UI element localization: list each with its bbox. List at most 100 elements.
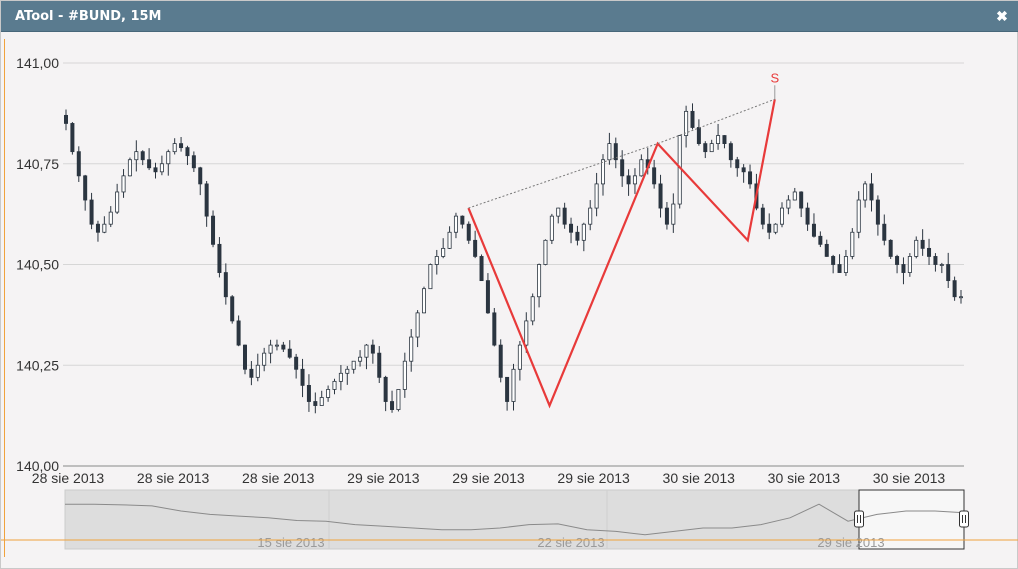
navigator-tick-label: 22 sie 2013: [537, 535, 604, 550]
candle-body: [920, 239, 925, 249]
candle-body: [447, 231, 452, 249]
candle-body: [300, 368, 305, 386]
candle-body: [166, 151, 171, 165]
candle-body: [294, 356, 299, 370]
candle-body: [358, 356, 363, 362]
candle-body: [153, 167, 158, 173]
candle-body: [895, 256, 900, 265]
candle-body: [716, 135, 721, 145]
candle-body: [473, 239, 478, 257]
candle-body: [735, 159, 740, 169]
candle-body: [882, 223, 887, 241]
candle-body: [728, 143, 733, 161]
candle-body: [421, 288, 426, 314]
x-tick-label: 30 sie 2013: [663, 470, 736, 486]
candle-body: [831, 256, 836, 265]
candle-body: [722, 135, 727, 145]
candle-body: [946, 264, 951, 282]
y-tick-label: 141,00: [16, 55, 59, 71]
candle-body: [799, 191, 804, 209]
x-tick-label: 28 sie 2013: [242, 470, 315, 486]
x-axis-ticks: 28 sie 2013 28 sie 2013 28 sie 2013 29 sie …: [32, 470, 946, 486]
candle-body: [869, 183, 874, 201]
candle-body: [959, 296, 964, 299]
candle-body: [786, 199, 791, 209]
candle-body: [537, 264, 542, 298]
candle-body: [83, 175, 88, 201]
candle-body: [875, 199, 880, 225]
y-axis-ticks: 141,00 140,75 140,50 140,25 140,00: [16, 55, 59, 474]
x-tick-label: 28 sie 2013: [32, 470, 105, 486]
candle-body: [792, 191, 797, 201]
candle-body: [888, 239, 893, 257]
candle-body: [332, 380, 337, 390]
candle-body: [204, 183, 209, 217]
y-tick-label: 140,00: [16, 458, 59, 474]
candle-body: [530, 296, 535, 322]
x-tick-label: 29 sie 2013: [557, 470, 630, 486]
candle-body: [543, 239, 548, 265]
candle-body: [613, 143, 618, 161]
candle-body: [236, 320, 241, 346]
candle-body: [281, 344, 286, 350]
harmonic-pattern: S: [467, 70, 779, 409]
candle-body: [811, 223, 816, 237]
candle-body: [933, 256, 938, 265]
y-tick-label: 140,50: [16, 257, 59, 273]
candle-body: [837, 264, 842, 273]
candle-body: [805, 207, 810, 225]
candle-body: [741, 167, 746, 173]
candle-body: [198, 167, 203, 185]
candle-body: [664, 207, 669, 225]
candle-body: [102, 223, 107, 233]
candle-body: [818, 235, 823, 245]
navigator-handle[interactable]: [959, 510, 969, 528]
candle-body: [172, 143, 177, 153]
close-icon[interactable]: ✖: [996, 8, 1008, 24]
candle-body: [843, 256, 848, 273]
candle-body: [390, 401, 395, 410]
candle-body: [64, 114, 69, 124]
candle-body: [505, 376, 510, 402]
navigator-tick-label: 15 sie 2013: [257, 535, 324, 550]
candle-body: [115, 191, 120, 213]
x-tick-label: 30 sie 2013: [873, 470, 946, 486]
candle-body: [939, 264, 944, 266]
candle-body: [549, 215, 554, 241]
candle-body: [76, 151, 81, 177]
candle-body: [690, 110, 695, 128]
candle-body: [415, 312, 420, 338]
candle-body: [453, 215, 458, 233]
candle-body: [338, 372, 343, 382]
candle-body: [773, 223, 778, 233]
candle-body: [70, 123, 75, 153]
candle-body: [562, 207, 567, 225]
candles: [64, 103, 964, 414]
candle-body: [249, 368, 254, 378]
candle-body: [306, 384, 311, 402]
candle-body: [748, 171, 753, 185]
candle-body: [652, 167, 657, 185]
candle-body: [89, 199, 94, 225]
candle-body: [127, 159, 132, 177]
navigator-handle[interactable]: [854, 510, 864, 528]
price-chart[interactable]: 141,00 140,75 140,50 140,25 140,00 28 sie 20…: [1, 32, 1018, 569]
x-tick-label: 30 sie 2013: [768, 470, 841, 486]
candle-body: [242, 344, 247, 370]
candle-body: [351, 360, 356, 370]
candle-body: [517, 344, 522, 370]
candle-body: [364, 344, 369, 358]
candle-body: [134, 151, 139, 161]
candle-body: [95, 223, 100, 233]
candle-body: [511, 368, 516, 402]
candle-body: [383, 376, 388, 402]
pattern-line: [467, 99, 776, 409]
candle-body: [230, 296, 235, 322]
candle-body: [767, 223, 772, 233]
candle-body: [466, 223, 471, 241]
candle-body: [140, 151, 145, 161]
candle-body: [211, 215, 216, 245]
candle-body: [620, 159, 625, 177]
candle-body: [824, 243, 829, 257]
